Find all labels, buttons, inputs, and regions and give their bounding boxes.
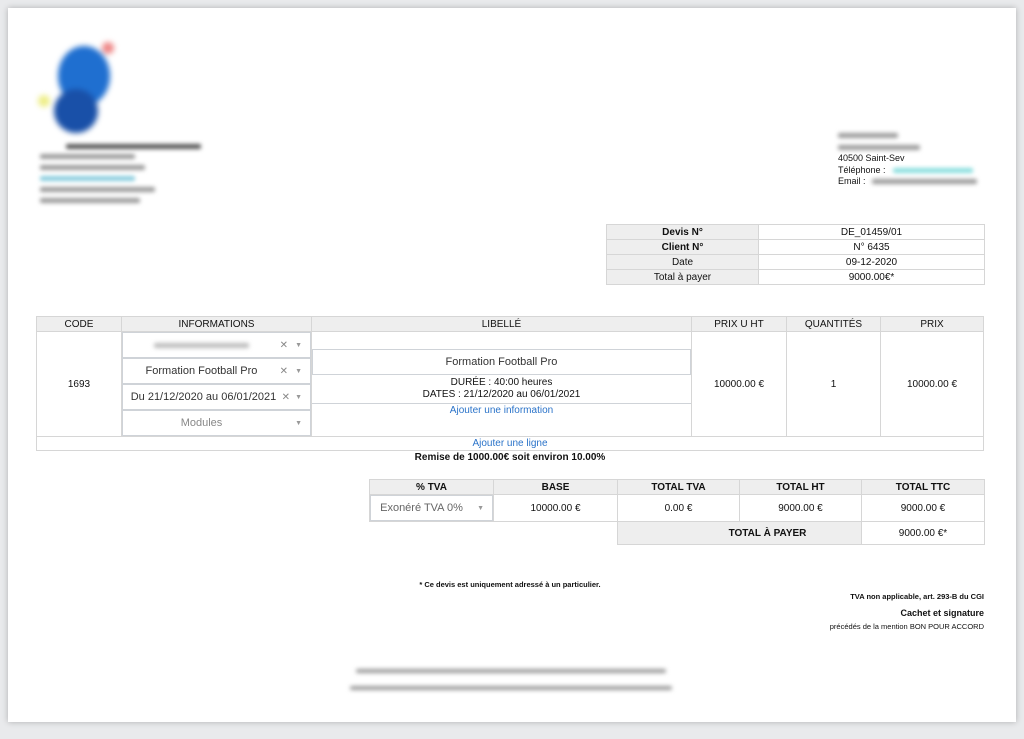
formation-value: Formation Football Pro — [145, 365, 258, 377]
libelle-details: DURÉE : 40:00 heures DATES : 21/12/2020 … — [312, 375, 691, 404]
phone-label: Téléphone : — [838, 164, 886, 175]
col-tva: % TVA — [369, 479, 494, 495]
col-total-ttc: TOTAL TTC — [861, 479, 985, 495]
tva-total-ht: 9000.00 € — [739, 494, 862, 522]
add-line-link[interactable]: Ajouter une ligne — [472, 438, 548, 449]
col-total-ht: TOTAL HT — [739, 479, 862, 495]
chevron-down-icon: ▼ — [295, 341, 302, 349]
meta-label: Client N° — [606, 239, 759, 255]
table-row: Exonéré TVA 0% ▼ 10000.00 € 0.00 € 9000.0… — [369, 494, 985, 522]
client-city: 40500 Saint-Sev — [838, 153, 905, 163]
clear-icon[interactable]: ✕ — [281, 391, 290, 403]
formation-select[interactable]: Formation Football Pro ✕ ▼ — [122, 358, 311, 384]
line-price: 10000.00 € — [880, 331, 984, 437]
chevron-down-icon: ▼ — [295, 367, 302, 375]
add-information-link[interactable]: Ajouter une information — [449, 405, 554, 416]
meta-label: Date — [606, 254, 759, 270]
libelle-cell: Formation Football Pro DURÉE : 40:00 heu… — [311, 331, 692, 437]
signature-mention: précédés de la mention BON POUR ACCORD — [829, 622, 984, 631]
dates-text: DATES : 21/12/2020 au 06/01/2021 — [422, 389, 581, 400]
particulier-note: * Ce devis est uniquement adressé à un p… — [419, 580, 601, 589]
col-informations: INFORMATIONS — [121, 316, 312, 332]
col-total-tva: TOTAL TVA — [617, 479, 740, 495]
modules-placeholder: Modules — [180, 417, 223, 429]
chevron-down-icon: ▼ — [295, 393, 302, 401]
col-prix-u-ht: PRIX U HT — [691, 316, 787, 332]
meta-label: Devis N° — [606, 224, 759, 240]
meta-row: Client N° N° 6435 — [606, 239, 985, 255]
trainee-select[interactable]: ✕ ▼ — [122, 332, 311, 358]
chevron-down-icon: ▼ — [295, 419, 302, 427]
session-select[interactable]: Du 21/12/2020 au 06/01/2021 ✕ ▼ — [122, 384, 311, 410]
quote-page: 40500 Saint-Sev Téléphone : Email : Devi… — [8, 8, 1016, 722]
meta-value: 09-12-2020 — [758, 254, 985, 270]
meta-value: DE_01459/01 — [758, 224, 985, 240]
duration-text: DURÉE : 40:00 heures — [450, 377, 553, 388]
client-address: 40500 Saint-Sev Téléphone : Email : — [838, 130, 977, 188]
line-code: 1693 — [36, 331, 122, 437]
total-to-pay-label: TOTAL À PAYER — [617, 521, 862, 545]
tva-total-tva: 0.00 € — [617, 494, 740, 522]
discount-text: Remise de 1000.00€ soit environ 10.00% — [414, 452, 606, 463]
total-to-pay-value: 9000.00 €* — [861, 521, 985, 545]
clear-icon[interactable]: ✕ — [279, 365, 288, 377]
meta-row: Devis N° DE_01459/01 — [606, 224, 985, 240]
tva-total-ttc: 9000.00 € — [861, 494, 985, 522]
meta-value: N° 6435 — [758, 239, 985, 255]
tva-base: 10000.00 € — [493, 494, 618, 522]
meta-label: Total à payer — [606, 269, 759, 285]
table-row: 1693 ✕ ▼ Formation Football Pro ✕ ▼ Du 21/1… — [36, 331, 984, 437]
chevron-down-icon: ▼ — [477, 504, 484, 512]
tva-rate-select[interactable]: Exonéré TVA 0% ▼ — [370, 495, 493, 521]
meta-value: 9000.00€* — [758, 269, 985, 285]
tva-note: TVA non applicable, art. 293-B du CGI — [850, 592, 984, 601]
informations-cell: ✕ ▼ Formation Football Pro ✕ ▼ Du 21/12/202… — [121, 331, 312, 437]
meta-row: Date 09-12-2020 — [606, 254, 985, 270]
col-code: CODE — [36, 316, 122, 332]
signature-title: Cachet et signature — [900, 608, 984, 618]
col-base: BASE — [493, 479, 618, 495]
lines-table: CODE INFORMATIONS LIBELLÉ PRIX U HT QUAN… — [36, 316, 984, 451]
unit-price: 10000.00 € — [691, 331, 787, 437]
session-value: Du 21/12/2020 au 06/01/2021 — [130, 391, 277, 403]
signature-block: TVA non applicable, art. 293-B du CGI Ca… — [830, 592, 984, 631]
quantity: 1 — [786, 331, 881, 437]
clear-icon[interactable]: ✕ — [279, 339, 288, 351]
meta-row: Total à payer 9000.00€* — [606, 269, 985, 285]
tva-rate-value: Exonéré TVA 0% — [380, 502, 463, 514]
tva-table: % TVA BASE TOTAL TVA TOTAL HT TOTAL TTC … — [369, 479, 985, 545]
col-prix: PRIX — [880, 316, 984, 332]
libelle-title-input[interactable]: Formation Football Pro — [312, 349, 691, 375]
company-logo — [38, 42, 114, 133]
col-libelle: LIBELLÉ — [311, 316, 692, 332]
modules-select[interactable]: Modules ▼ — [122, 410, 311, 436]
quote-meta-table: Devis N° DE_01459/01 Client N° N° 6435 Date 0… — [606, 224, 985, 285]
email-label: Email : — [838, 176, 866, 186]
col-quantites: QUANTITÉS — [786, 316, 881, 332]
